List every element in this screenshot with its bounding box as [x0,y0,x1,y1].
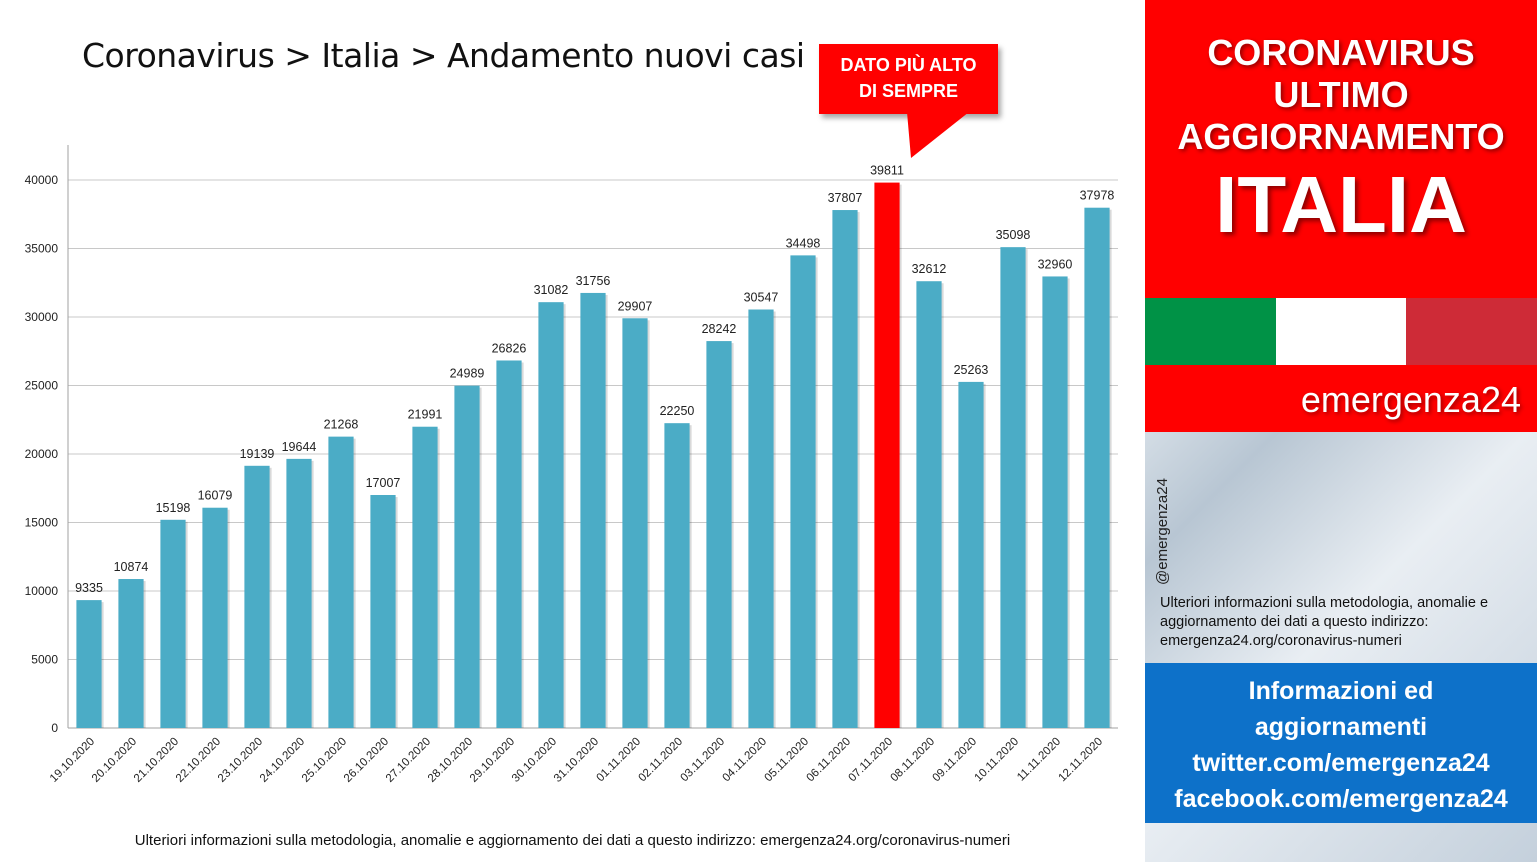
bar [202,507,228,728]
bar [916,281,942,728]
callout-line-2: DI SEMPRE [858,81,959,101]
flag-green-stripe [1145,298,1276,365]
y-tick-label: 15000 [25,516,59,530]
social-links: Informazioni ed aggiornamenti twitter.co… [1145,663,1537,823]
x-tick-label: 05.11.2020 [763,736,812,785]
footer-note: Ulteriori informazioni sulla metodologia… [134,832,1011,849]
bar [412,426,438,728]
data-label: 35098 [996,228,1031,242]
country-title: ITALIA [1215,160,1467,249]
data-label: 39811 [870,164,904,178]
bar [118,579,144,728]
data-label: 16079 [198,489,233,503]
x-tick-label: 04.11.2020 [721,736,770,785]
data-label: 19644 [282,440,317,454]
x-tick-label: 06.11.2020 [805,736,854,785]
italian-flag [1145,298,1537,365]
data-label: 19139 [240,447,275,461]
flag-white-stripe [1275,298,1407,365]
y-tick-label: 35000 [25,242,59,256]
x-tick-label: 12.11.2020 [1057,736,1106,785]
bar [1000,247,1026,728]
record-callout: DATO PIÙ ALTO DI SEMPRE [819,44,998,114]
data-label: 24989 [450,367,485,381]
bar [832,210,858,729]
y-tick-label: 30000 [25,310,59,324]
sidebar-panel: CORONAVIRUS ULTIMO AGGIORNAMENTO ITALIA … [1145,0,1537,862]
data-label: 37978 [1080,189,1115,203]
bar-layer [76,182,1112,729]
bar [454,385,480,728]
bar [664,423,690,728]
bar [370,495,396,728]
x-tick-label: 07.11.2020 [847,736,896,785]
bar [706,341,732,728]
data-label: 37807 [828,191,863,205]
page-title: Coronavirus > Italia > Andamento nuovi c… [82,36,805,75]
social-handle: @emergenza24 [1154,478,1171,585]
bar-highlight [874,182,900,728]
callout-tail [907,112,969,158]
sidebar-header: CORONAVIRUS ULTIMO AGGIORNAMENTO ITALIA [1145,0,1537,298]
axis-layer: 0 5000 10000 15000 20000 25000 30000 35000 40000 [25,145,1118,735]
x-tick-label: 09.11.2020 [931,736,980,785]
y-tick-label: 5000 [31,653,58,667]
data-label: 32612 [912,262,947,276]
y-tick-label: 10000 [25,584,59,598]
bar [286,458,312,728]
data-label: 31756 [576,274,611,288]
y-tick-label: 20000 [25,447,59,461]
bar [76,600,102,728]
data-label: 26826 [492,341,527,355]
bar [160,519,186,728]
bar [1042,276,1068,728]
data-label: 21268 [324,418,359,432]
data-label: 15198 [156,501,191,515]
bar [958,381,984,728]
bar [622,318,648,728]
data-label: 10874 [114,560,149,574]
social-line-1: Informazioni ed [1248,677,1434,705]
y-tick-label: 40000 [25,173,59,187]
x-tick-label: 10.11.2020 [973,736,1022,785]
data-label: 30547 [744,291,779,305]
bar [496,360,522,728]
bar-chart: 0 5000 10000 15000 20000 25000 30000 35000 40000… [25,145,1118,785]
data-label: 25263 [954,363,989,377]
data-label: 17007 [366,476,401,490]
x-tick-label: 08.11.2020 [889,736,938,785]
data-label: 29907 [618,299,653,313]
twitter-link[interactable]: twitter.com/emergenza24 [1192,749,1490,777]
data-label: 9335 [75,581,103,595]
social-line-2: aggiornamenti [1254,713,1428,741]
bar [748,309,774,728]
data-label: 21991 [408,408,443,422]
x-tick-label: 01.11.2020 [595,736,644,785]
brand-name: emergenza24 [1145,365,1537,432]
sidebar-note: Ulteriori informazioni sulla metodologia… [1160,595,1489,649]
x-tick-label: 31.10.2020 [552,736,601,785]
header-line-2: ULTIMO [1273,74,1409,115]
header-line-1: CORONAVIRUS [1207,32,1475,73]
bar [1084,207,1110,728]
bar [790,255,816,728]
data-label: 28242 [702,322,737,336]
facebook-link[interactable]: facebook.com/emergenza24 [1174,785,1508,813]
bar [328,436,354,728]
data-label: 34498 [786,236,821,250]
data-label: 22250 [660,404,695,418]
bar [538,302,564,728]
x-tick-label: 03.11.2020 [679,736,728,785]
header-line-3: AGGIORNAMENTO [1177,116,1505,157]
flag-red-stripe [1406,298,1537,365]
y-tick-label: 25000 [25,379,59,393]
data-label: 31082 [534,283,569,297]
callout-line-1: DATO PIÙ ALTO [840,55,977,75]
data-label: 32960 [1038,257,1073,271]
y-tick-label: 0 [51,721,58,735]
bar [580,292,606,728]
x-tick-label: 02.11.2020 [637,736,686,785]
bar [244,465,270,728]
